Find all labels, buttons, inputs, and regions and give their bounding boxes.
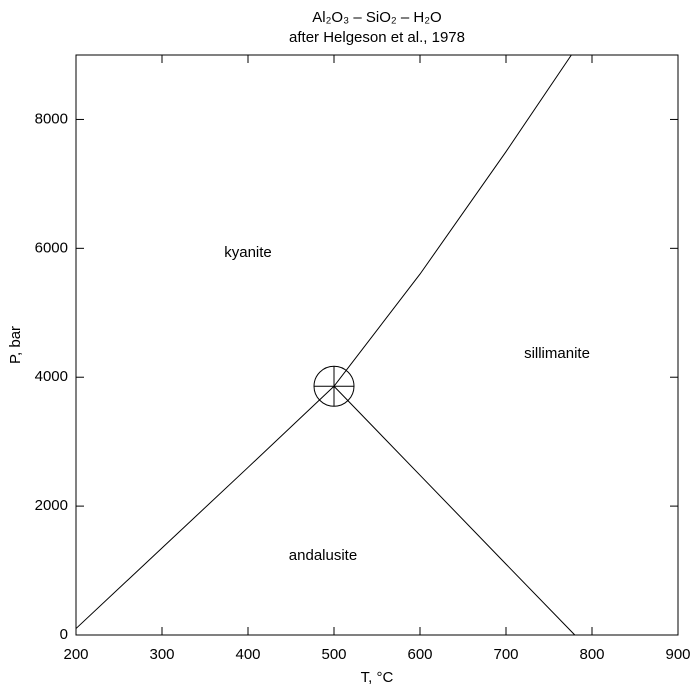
y-tick-label: 0	[60, 626, 68, 643]
y-tick-label: 4000	[35, 368, 68, 385]
chart-subtitle: after Helgeson et al., 1978	[289, 29, 465, 46]
x-tick-label: 200	[63, 646, 88, 663]
phase-boundary	[75, 385, 335, 629]
y-tick-label: 8000	[35, 110, 68, 127]
phase-boundary	[333, 54, 572, 387]
x-tick-label: 800	[579, 646, 604, 663]
phase-label: andalusite	[289, 547, 357, 564]
phase-boundary	[333, 385, 576, 636]
phase-label: kyanite	[224, 244, 272, 261]
x-tick-label: 300	[149, 646, 174, 663]
chart-title: Al₂O₃ – SiO₂ – H₂O	[312, 9, 441, 26]
x-tick-label: 600	[407, 646, 432, 663]
x-tick-label: 500	[321, 646, 346, 663]
x-axis-label: T, °C	[361, 669, 394, 686]
y-tick-label: 2000	[35, 497, 68, 514]
phase-label: sillimanite	[524, 345, 590, 362]
x-tick-label: 900	[665, 646, 690, 663]
y-axis-label: P, bar	[7, 326, 24, 364]
y-tick-label: 6000	[35, 239, 68, 256]
x-tick-label: 400	[235, 646, 260, 663]
x-tick-label: 700	[493, 646, 518, 663]
plot-frame	[75, 54, 679, 636]
